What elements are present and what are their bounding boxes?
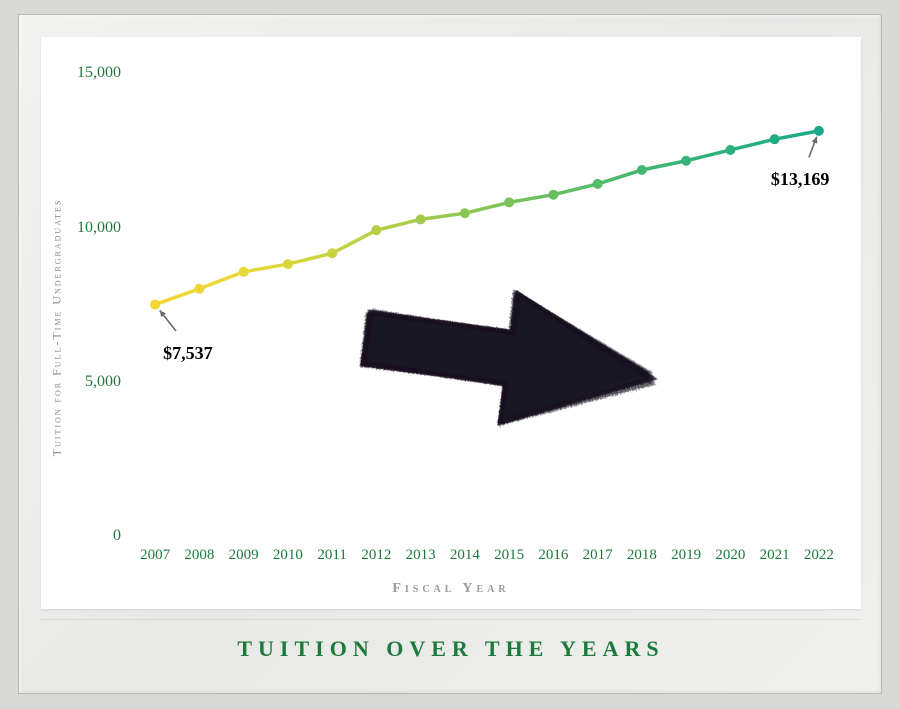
x-tick: 2022: [804, 547, 834, 564]
x-tick: 2011: [317, 547, 346, 564]
x-tick: 2018: [627, 547, 657, 564]
photo-frame: Tuition for Full-Time Undergraduates Fis…: [18, 14, 882, 694]
x-tick: 2010: [273, 547, 303, 564]
caption-text: Tuition over the years: [237, 636, 664, 662]
x-tick: 2016: [538, 547, 568, 564]
x-tick: 2009: [229, 547, 259, 564]
x-tick: 2017: [583, 547, 613, 564]
chart-svg: [41, 37, 861, 609]
x-tick: 2021: [760, 547, 790, 564]
x-tick: 2012: [361, 547, 391, 564]
callout-label: $13,169: [771, 169, 830, 190]
x-tick: 2014: [450, 547, 480, 564]
y-tick: 5,000: [85, 373, 121, 391]
callout-label: $7,537: [163, 343, 213, 364]
y-tick: 0: [113, 527, 121, 545]
x-tick: 2008: [184, 547, 214, 564]
x-tick: 2007: [140, 547, 170, 564]
x-tick: 2015: [494, 547, 524, 564]
x-tick: 2020: [715, 547, 745, 564]
chart-card: Tuition for Full-Time Undergraduates Fis…: [41, 37, 861, 609]
y-tick: 15,000: [77, 64, 121, 82]
x-tick: 2013: [406, 547, 436, 564]
caption-band: Tuition over the years: [41, 619, 861, 677]
y-tick: 10,000: [77, 219, 121, 237]
x-tick: 2019: [671, 547, 701, 564]
